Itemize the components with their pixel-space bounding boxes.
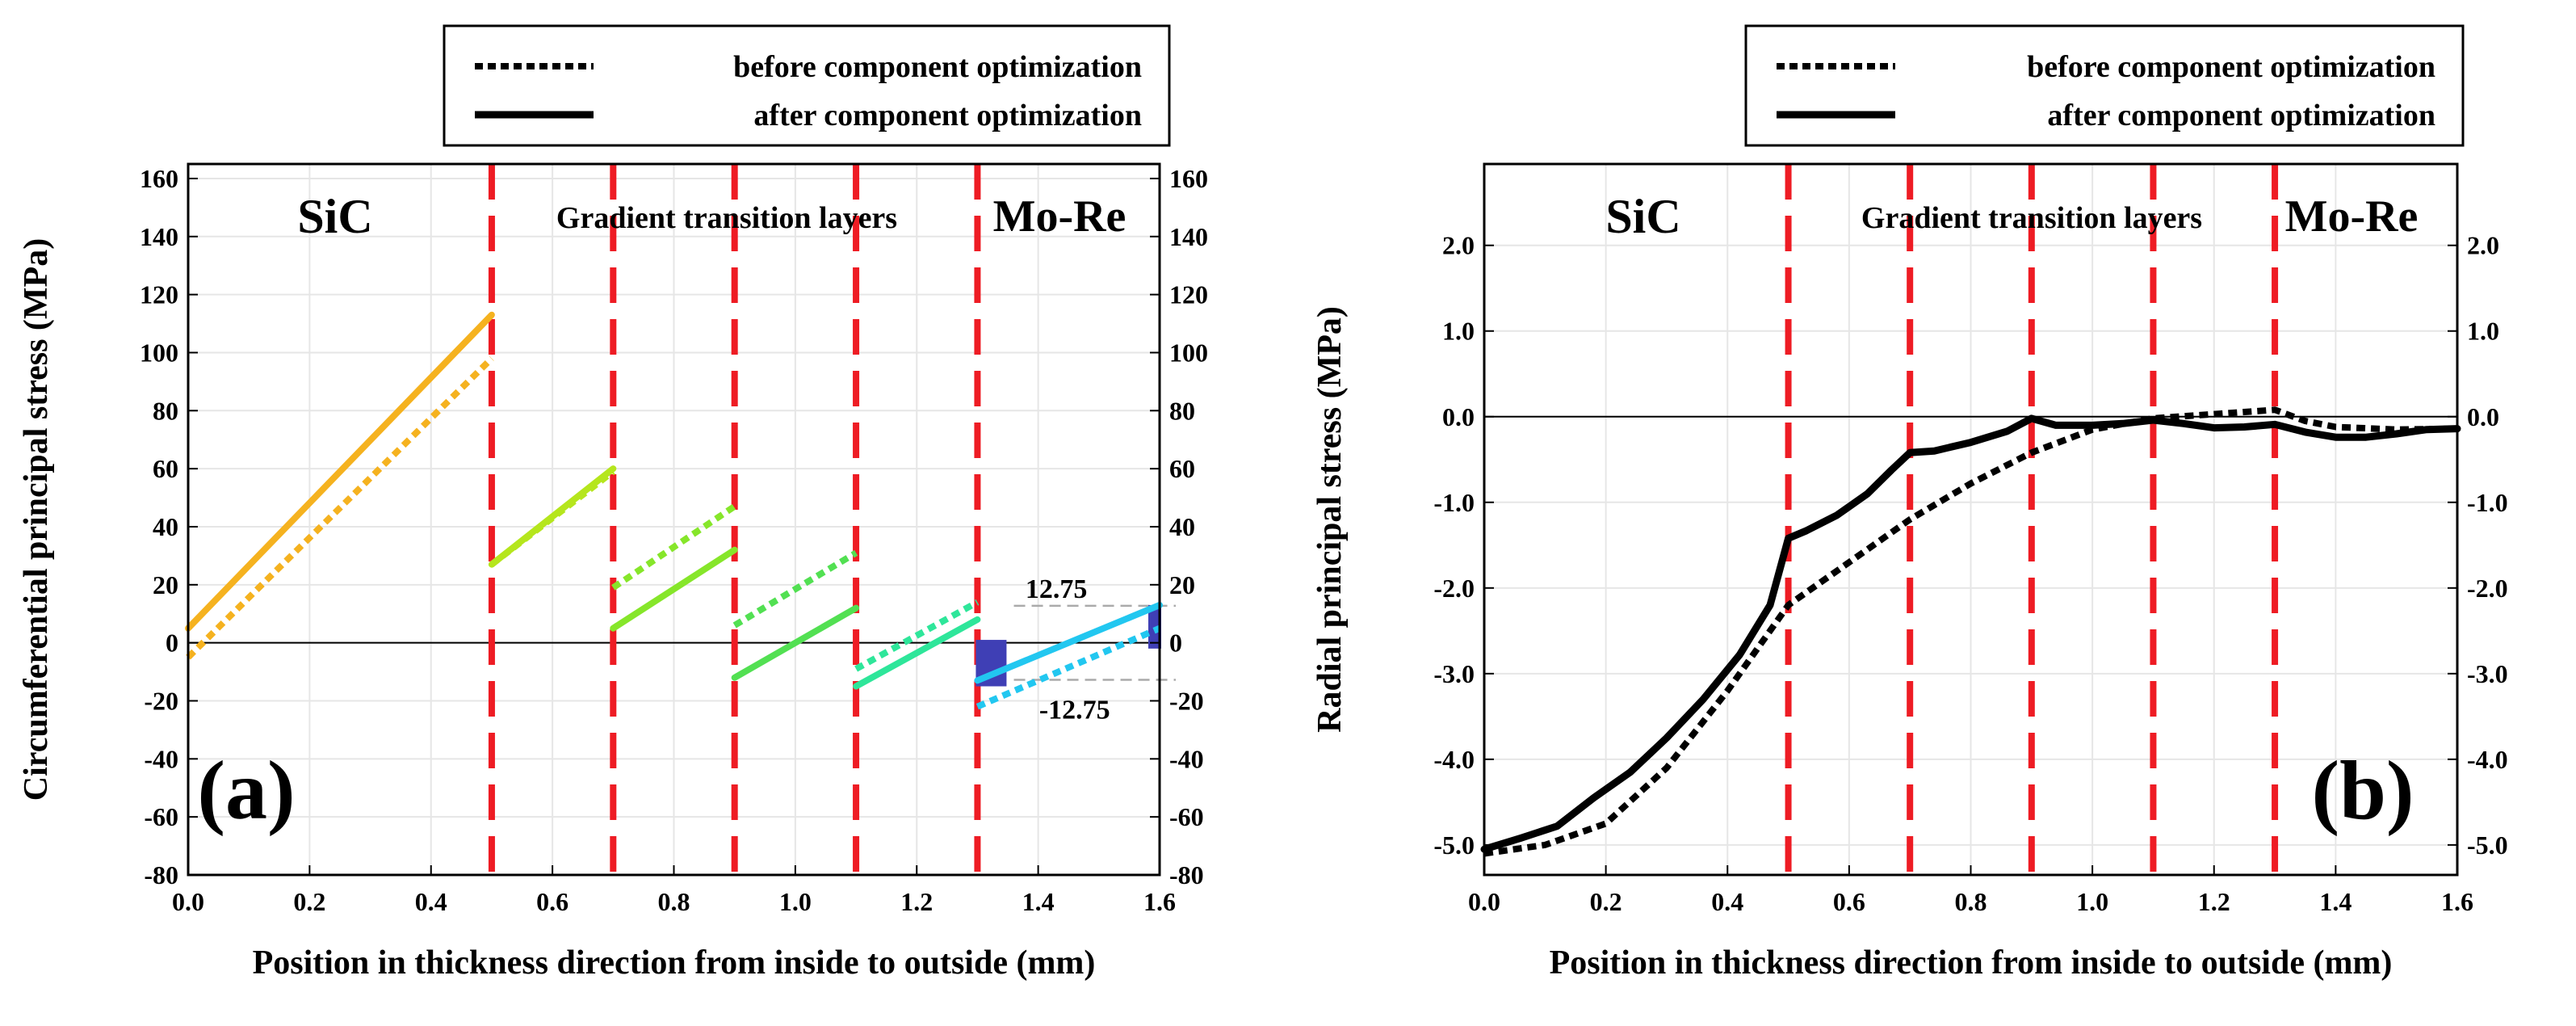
- x-tick-label: 1.2: [900, 887, 933, 916]
- panel-a-circumferential-stress: 12.75-12.750.0 0.2 0.4 0.6 0.8 1.0 1.2 1.4 1.6-8…: [18, 24, 1208, 982]
- y-tick-label-left: 80: [153, 396, 178, 425]
- y-tick-label-left: 160: [140, 164, 178, 193]
- series-line-before: [975, 625, 1161, 710]
- legend-label-after: after component optimization: [2047, 99, 2435, 132]
- y-tick-label-left: 100: [140, 338, 178, 367]
- y-tick-label-right: 120: [1169, 280, 1208, 309]
- x-tick-label: 1.4: [1022, 887, 1055, 916]
- y-tick-label-left: -5.0: [1433, 830, 1475, 860]
- panel-label: (b): [2311, 744, 2414, 837]
- y-tick-label-right: 0.0: [2467, 402, 2499, 431]
- x-tick-label: 1.6: [1143, 887, 1176, 916]
- y-tick-label-right: -2.0: [2467, 574, 2508, 603]
- series-line-before: [611, 503, 736, 591]
- x-tick-label: 1.4: [2319, 887, 2352, 916]
- legend-box: [1744, 24, 2465, 147]
- region-label-more: Mo-Re: [2285, 191, 2419, 242]
- y-tick-label-left: 140: [140, 222, 178, 251]
- series-line-after: [1480, 414, 2461, 853]
- x-tick-label: 1.0: [779, 887, 812, 916]
- y-tick-label-right: 60: [1169, 454, 1195, 483]
- y-tick-label-right: 20: [1169, 570, 1195, 599]
- region-label-sic: SiC: [297, 190, 372, 243]
- x-tick-label: 1.2: [2198, 887, 2230, 916]
- y-tick-label-left: -80: [144, 860, 178, 889]
- y-tick-label-right: 80: [1169, 396, 1195, 425]
- y-tick-label-left: 40: [153, 512, 178, 541]
- panel-b-radial-stress: 0.0 0.2 0.4 0.6 0.8 1.0 1.2 1.4 1.6 -5.0 -5.0 -4.0 -…: [1311, 24, 2508, 982]
- y-tick-label-left: 1.0: [1442, 317, 1475, 346]
- series-line-after: [853, 616, 981, 690]
- y-tick-label-right: 100: [1169, 338, 1208, 367]
- x-axis-label: Position in thickness direction from ins…: [1550, 944, 2393, 982]
- y-tick-label-left: 0.0: [1442, 402, 1475, 431]
- region-label-gradient: Gradient transition layers: [556, 201, 897, 235]
- y-tick-label-right: 2.0: [2467, 231, 2499, 260]
- y-tick-label-left: 0: [166, 629, 178, 658]
- y-tick-label-right: 160: [1169, 164, 1208, 193]
- x-tick-label: 0.2: [293, 887, 325, 916]
- series-line-before: [489, 469, 615, 567]
- y-tick-label-right: 0: [1169, 629, 1182, 658]
- region-label-gradient: Gradient transition layers: [1861, 201, 2202, 235]
- y-tick-label-left: -40: [144, 744, 178, 773]
- x-tick-label: 1.6: [2441, 887, 2473, 916]
- y-tick-label-right: -20: [1169, 686, 1204, 715]
- series-line-after: [185, 311, 495, 632]
- y-tick-label-right: -4.0: [2467, 745, 2508, 774]
- y-tick-label-left: -4.0: [1433, 745, 1475, 774]
- region-label-more: Mo-Re: [993, 191, 1126, 242]
- y-tick-label-right: -3.0: [2467, 659, 2508, 688]
- series-line-before: [186, 355, 494, 660]
- y-tick-label-left: 120: [140, 280, 178, 309]
- series-line-before: [732, 549, 858, 629]
- annotation-lower-label: -12.75: [1039, 695, 1110, 725]
- series-line-after: [610, 546, 738, 632]
- legend-box: [443, 24, 1171, 147]
- series-line-after: [974, 602, 1163, 684]
- x-axis-label: Position in thickness direction from ins…: [253, 944, 1096, 982]
- legend-label-before: before component optimization: [733, 50, 1142, 84]
- x-tick-label: 0.4: [415, 887, 447, 916]
- x-tick-label: 0.0: [172, 887, 204, 916]
- y-tick-label-left: 2.0: [1442, 231, 1475, 260]
- y-tick-label-right: -1.0: [2467, 488, 2508, 517]
- y-tick-label-left: -3.0: [1433, 659, 1475, 688]
- annotation-upper-label: 12.75: [1026, 574, 1088, 604]
- x-tick-label: 0.8: [1955, 887, 1987, 916]
- x-tick-label: 0.4: [1711, 887, 1743, 916]
- panel-label: (a): [197, 744, 295, 837]
- y-tick-label-left: -20: [144, 686, 178, 715]
- series-line-after: [731, 604, 860, 681]
- y-tick-label-right: -80: [1169, 860, 1204, 889]
- y-tick-label-left: -60: [144, 802, 178, 831]
- legend-label-after: after component optimization: [753, 99, 1142, 132]
- series-line-before: [1483, 406, 2458, 857]
- x-tick-label: 0.8: [658, 887, 690, 916]
- y-tick-label-right: 140: [1169, 222, 1208, 251]
- legend-label-before: before component optimization: [2027, 50, 2435, 84]
- y-tick-label-left: -2.0: [1433, 574, 1475, 603]
- series-line-before: [854, 599, 980, 672]
- y-axis-label: Circumferential principal stress (MPa): [18, 238, 55, 801]
- y-tick-label-left: -1.0: [1433, 488, 1475, 517]
- y-tick-label-right: -5.0: [2467, 830, 2508, 860]
- y-tick-label-right: -60: [1169, 802, 1204, 831]
- x-tick-label: 0.6: [536, 887, 568, 916]
- annotation-band-right: [1148, 604, 1161, 649]
- y-tick-label-right: 1.0: [2467, 317, 2499, 346]
- y-axis-label: Radial principal stress (MPa): [1311, 306, 1349, 733]
- x-tick-label: 0.2: [1590, 887, 1622, 916]
- x-tick-label: 0.0: [1468, 887, 1500, 916]
- x-tick-label: 1.0: [2076, 887, 2108, 916]
- y-tick-label-right: -40: [1169, 744, 1204, 773]
- region-label-sic: SiC: [1605, 190, 1680, 243]
- x-tick-label: 0.6: [1833, 887, 1865, 916]
- y-tick-label-left: 60: [153, 454, 178, 483]
- y-tick-label-left: 20: [153, 570, 178, 599]
- y-tick-label-right: 40: [1169, 512, 1195, 541]
